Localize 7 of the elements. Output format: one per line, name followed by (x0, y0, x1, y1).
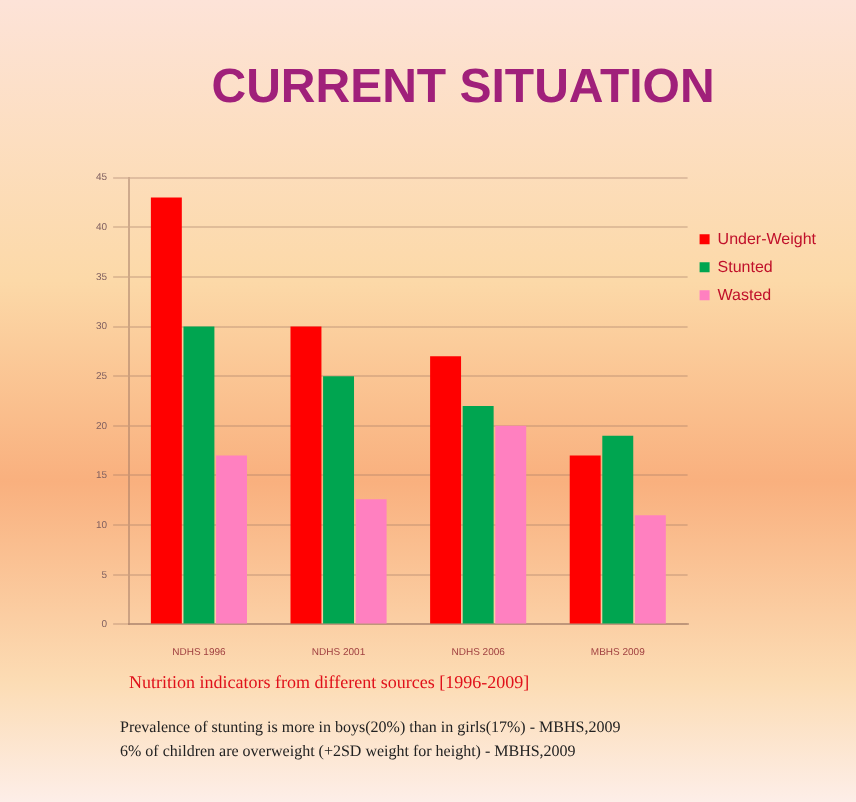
legend-label: Stunted (717, 257, 773, 276)
text: 6% of children are overweight (+2SD weight for height) - MBHS,2009 (120, 742, 576, 761)
chart-title: CURRENT SITUATION (211, 60, 715, 115)
x-axis-title: Nutrition indicators from different sources [1996-2009] (129, 671, 530, 692)
text: Prevalence of stunting is more in boys(20%) than in girls(17%) - MBHS,2009 (120, 718, 621, 737)
legend-label: Wasted (717, 285, 772, 304)
legend-label: Under-Weight (717, 229, 818, 248)
